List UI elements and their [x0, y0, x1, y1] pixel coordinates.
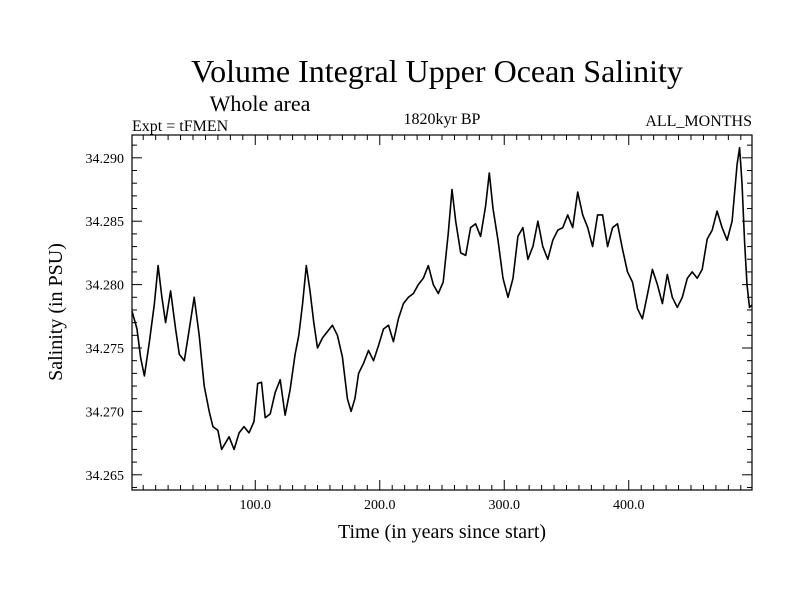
chart-title: Volume Integral Upper Ocean Salinity [191, 53, 683, 89]
salinity-series-line [131, 146, 753, 451]
experiment-label: Expt = tFMEN [132, 118, 229, 135]
x-tick-label: 400.0 [613, 498, 645, 513]
y-tick-label: 34.285 [86, 215, 125, 230]
x-tick-label: 100.0 [240, 498, 272, 513]
x-tick-label: 300.0 [488, 498, 520, 513]
y-tick-label: 34.290 [86, 152, 125, 167]
axis-tick-labels: 100.0 200.0 300.0 400.0 34.265 34.270 34.275 34… [86, 152, 645, 513]
x-tick-label: 200.0 [364, 498, 396, 513]
x-axis-title: Time (in years since start) [338, 521, 546, 543]
y-axis-title: Salinity (in PSU) [45, 243, 67, 381]
y-tick-label: 34.270 [86, 405, 125, 420]
months-label: ALL_MONTHS [645, 113, 752, 130]
y-tick-label: 34.280 [86, 279, 125, 294]
y-tick-label: 34.265 [86, 469, 125, 484]
y-tick-label: 34.275 [86, 342, 125, 357]
axis-ticks [132, 135, 752, 490]
plot-frame [131, 134, 753, 491]
chart-subtitle: Whole area [210, 91, 311, 116]
period-label: 1820kyr BP [404, 111, 481, 128]
